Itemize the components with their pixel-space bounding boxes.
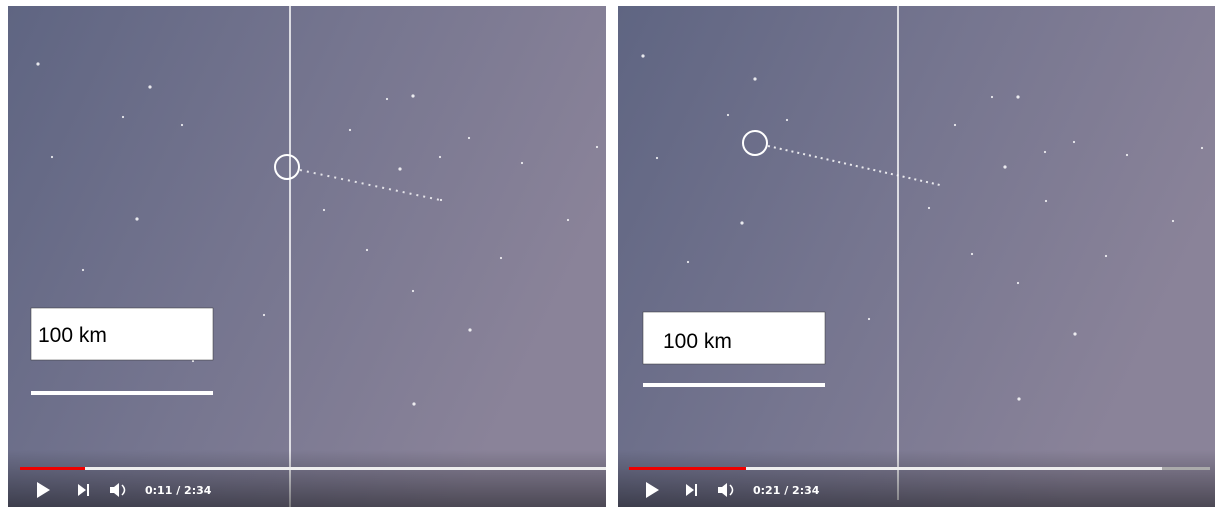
star (991, 96, 993, 98)
star (412, 402, 415, 405)
progress-track (20, 467, 606, 470)
star (386, 98, 388, 100)
star (1201, 147, 1203, 149)
star (148, 85, 151, 88)
star (1016, 95, 1019, 98)
star (135, 217, 138, 220)
star (349, 129, 351, 131)
star (928, 207, 930, 209)
scale-label: 100 km (38, 324, 107, 347)
progress-played (20, 467, 85, 470)
star (641, 54, 644, 57)
star (1017, 397, 1020, 400)
star (596, 146, 598, 148)
star (727, 114, 729, 116)
progress-played (629, 467, 746, 470)
star (411, 94, 414, 97)
star (36, 62, 39, 65)
star (1073, 141, 1075, 143)
star (1073, 332, 1076, 335)
video-background (8, 6, 606, 507)
time-display: 0:11 / 2:34 (145, 484, 212, 497)
star (1126, 154, 1128, 156)
star (468, 328, 471, 331)
star (567, 219, 569, 221)
star (740, 221, 743, 224)
star (468, 137, 470, 139)
star (398, 167, 401, 170)
star (412, 290, 414, 292)
star (323, 209, 325, 211)
controls-shade (8, 450, 606, 507)
scale-label: 100 km (663, 330, 732, 353)
star (440, 199, 442, 201)
star (954, 124, 956, 126)
star (439, 156, 441, 158)
scale-bar (643, 383, 825, 387)
video-frame: 100 km 0:21 / 2:34 (618, 6, 1215, 507)
scale-bar (31, 391, 213, 395)
star (687, 261, 689, 263)
video-background (618, 6, 1215, 507)
star (181, 124, 183, 126)
video-frame: 100 km 0:11 / 2:34 (8, 6, 606, 507)
star (753, 77, 756, 80)
star (656, 157, 658, 159)
star (786, 119, 788, 121)
star (51, 156, 53, 158)
star (868, 318, 870, 320)
star (521, 162, 523, 164)
star (500, 257, 502, 259)
star (1105, 255, 1107, 257)
time-display: 0:21 / 2:34 (753, 484, 820, 497)
star (1172, 220, 1174, 222)
star (263, 314, 265, 316)
star (1044, 151, 1046, 153)
star (122, 116, 124, 118)
screenshot: 100 km 0:11 / 2:34 100 km 0:21 / 2:34 (0, 0, 1215, 507)
star (1045, 200, 1047, 202)
star (82, 269, 84, 271)
star (1017, 282, 1019, 284)
star (1003, 165, 1006, 168)
star (366, 249, 368, 251)
controls-shade (618, 450, 1215, 507)
star (971, 253, 973, 255)
